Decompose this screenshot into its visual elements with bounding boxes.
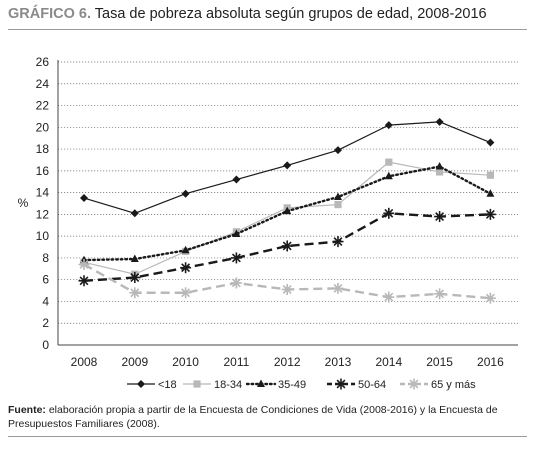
series-3-point xyxy=(283,206,292,215)
legend-marker-4 xyxy=(335,378,347,390)
series-5-point xyxy=(484,292,496,304)
bottom-rule xyxy=(8,436,527,437)
x-tick-label: 2011 xyxy=(223,355,249,369)
series-3-point xyxy=(435,161,444,170)
y-tick-label: 10 xyxy=(36,229,50,243)
series-4-point xyxy=(129,272,141,284)
x-tick-label: 2010 xyxy=(172,355,199,369)
series-1-point xyxy=(181,189,190,198)
legend-label: 50-64 xyxy=(358,379,386,391)
series-5-point xyxy=(434,288,446,300)
series-5-point xyxy=(230,277,242,289)
y-tick-label: 26 xyxy=(36,55,50,69)
series-4-point xyxy=(281,240,293,252)
y-tick-label: 14 xyxy=(36,186,50,200)
y-tick-label: 22 xyxy=(36,99,50,113)
legend-label: 18-34 xyxy=(214,379,242,391)
figure-title: Tasa de pobreza absoluta según grupos de… xyxy=(94,6,487,22)
series-4-point xyxy=(230,252,242,264)
y-tick-label: 0 xyxy=(42,338,49,352)
series-1-point xyxy=(435,117,444,126)
y-tick-label: 16 xyxy=(36,164,50,178)
series-4-point xyxy=(383,207,395,219)
y-tick-label: 8 xyxy=(42,251,49,265)
source-note: Fuente: elaboración propia a partir de l… xyxy=(8,403,528,431)
x-tick-label: 2008 xyxy=(71,355,98,369)
x-tick-label: 2013 xyxy=(325,355,352,369)
legend-label: 65 y más xyxy=(431,379,476,391)
y-tick-label: 4 xyxy=(42,294,49,308)
series-2-point xyxy=(436,168,444,176)
series-2-point xyxy=(334,200,342,209)
series-1-point xyxy=(283,161,292,170)
series-1-point xyxy=(80,194,88,203)
legend-marker-5 xyxy=(408,378,420,390)
legend-marker-2 xyxy=(193,380,201,388)
series-5-point xyxy=(383,291,395,303)
top-rule xyxy=(8,29,527,30)
y-tick-label: 12 xyxy=(36,207,50,221)
chart-title: GRÁFICO 6. Tasa de pobreza absoluta segú… xyxy=(8,6,487,22)
series-3-point xyxy=(486,189,495,197)
series-5-point xyxy=(180,287,192,299)
x-tick-label: 2009 xyxy=(121,355,148,369)
source-label: Fuente: xyxy=(8,404,46,416)
y-tick-label: 6 xyxy=(42,273,49,287)
series-1-point xyxy=(130,209,139,218)
x-tick-label: 2012 xyxy=(274,355,301,369)
figure-label: GRÁFICO 6. xyxy=(8,6,91,22)
source-text: elaboración propia a partir de la Encues… xyxy=(8,404,498,430)
x-tick-label: 2014 xyxy=(375,355,402,369)
y-tick-label: 2 xyxy=(42,316,49,330)
series-3-point xyxy=(232,229,241,237)
series-3-point xyxy=(334,192,342,200)
y-tick-label: 24 xyxy=(36,77,50,91)
legend-marker-3 xyxy=(257,379,265,387)
series-1-point xyxy=(384,121,393,130)
legend-marker-1 xyxy=(137,380,145,388)
legend-label: 35-49 xyxy=(278,379,306,391)
series-3-point xyxy=(181,245,190,254)
series-1-point xyxy=(334,146,342,155)
series-3-point xyxy=(384,171,393,180)
x-tick-label: 2015 xyxy=(426,355,453,369)
series-4-point xyxy=(434,211,446,223)
series-3-point xyxy=(130,254,139,263)
x-tick-label: 2016 xyxy=(477,355,504,369)
series-4-point xyxy=(332,236,344,248)
legend-label: <18 xyxy=(158,379,177,391)
y-axis-label: % xyxy=(18,196,29,210)
series-5-point xyxy=(129,287,141,299)
series-1-point xyxy=(486,138,495,147)
y-tick-label: 18 xyxy=(36,142,50,156)
series-1-point xyxy=(232,175,241,184)
series-5-point xyxy=(332,282,344,294)
y-tick-label: 20 xyxy=(36,120,50,134)
series-5-point xyxy=(281,283,293,295)
series-4-point xyxy=(180,262,192,274)
series-4-point xyxy=(484,208,496,220)
series-2-point xyxy=(385,158,393,166)
series-5-point xyxy=(78,258,90,270)
series-4-point xyxy=(78,275,90,287)
series-2-point xyxy=(486,171,494,179)
